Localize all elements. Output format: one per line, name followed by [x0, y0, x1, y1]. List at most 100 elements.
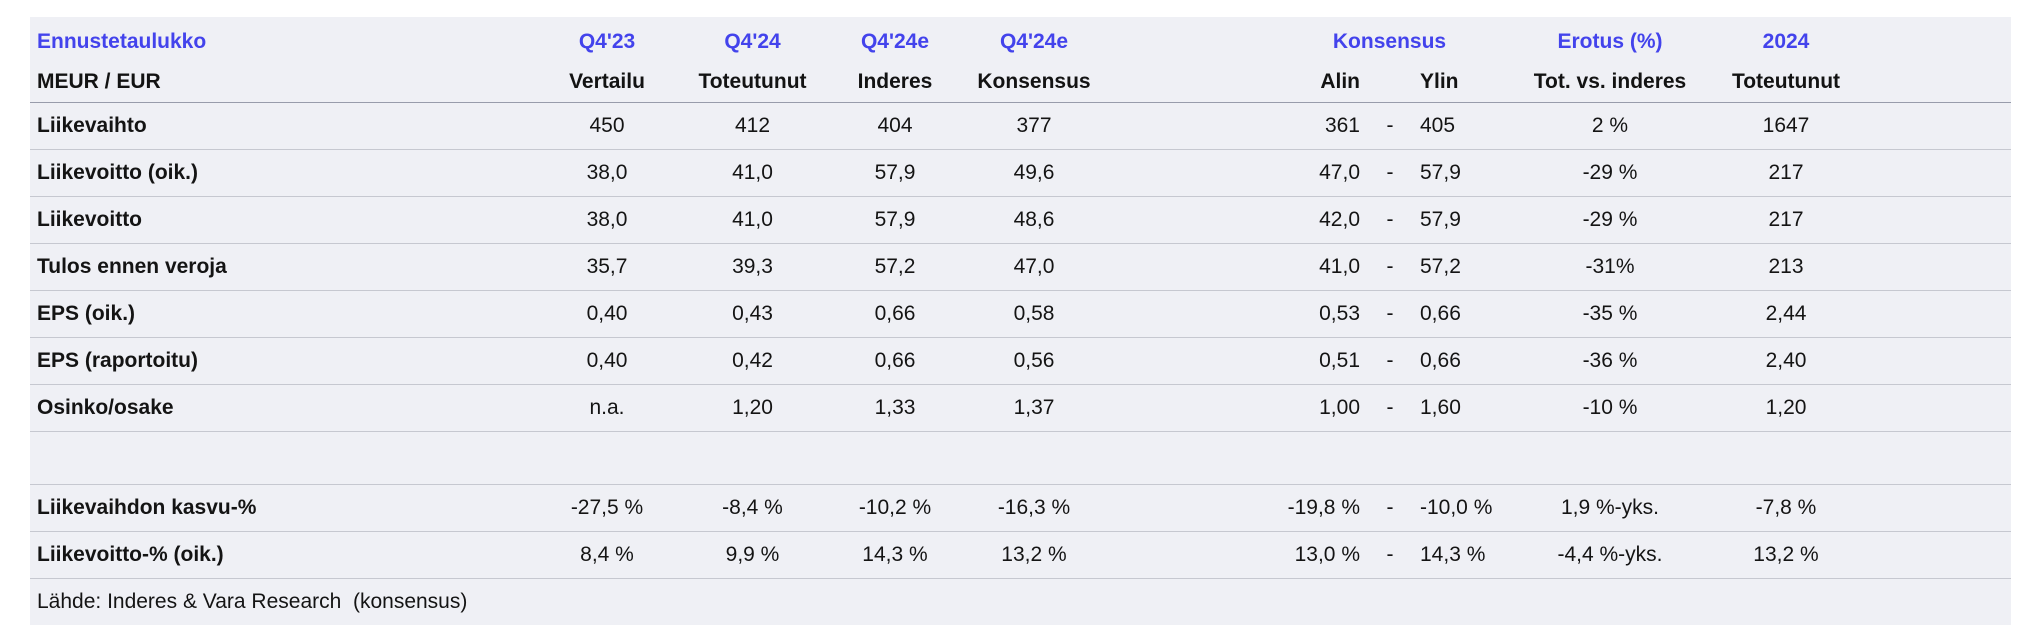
row-label: Liikevoitto: [37, 208, 143, 231]
cell-range-separator: -: [1386, 543, 1394, 566]
table-row: Liikevaihdon kasvu-% -27,5 % -8,4 % -10,…: [30, 485, 2011, 532]
table-row: Liikevoitto (oik.) 38,0 41,0 57,9 49,6 4…: [30, 150, 2011, 197]
cell-range-separator: -: [1386, 161, 1394, 184]
col-subheader-vertailu: Vertailu: [569, 69, 645, 93]
cell-fy2024: 1647: [1762, 114, 1810, 137]
cell-konsensus-alin: 361: [1324, 114, 1360, 137]
col-header-inderes-period: Q4'24e: [860, 30, 930, 53]
table-unit-label: MEUR / EUR: [37, 69, 161, 93]
cell-vertailu: 38,0: [586, 161, 628, 184]
forecast-table: Ennustetaulukko Q4'23 Q4'24 Q4'24e Q4'24…: [30, 17, 2011, 625]
col-header-toteutunut-period: Q4'24: [724, 30, 781, 53]
cell-konsensus-alin: 41,0: [1319, 255, 1360, 278]
cell-erotus: -29 %: [1582, 161, 1638, 184]
col-subheader-toteutunut: Toteutunut: [698, 69, 807, 93]
col-header-fy: 2024: [1762, 30, 1810, 53]
cell-toteutunut: 0,42: [732, 349, 773, 372]
cell-konsensus: 47,0: [1013, 255, 1055, 278]
cell-konsensus: 48,6: [1013, 208, 1055, 231]
cell-range-separator: -: [1386, 302, 1394, 325]
cell-toteutunut: 41,0: [732, 161, 773, 184]
cell-toteutunut: 412: [734, 114, 771, 137]
cell-vertailu: 38,0: [586, 208, 628, 231]
cell-range-separator: -: [1386, 114, 1394, 137]
table-row: EPS (raportoitu) 0,40 0,42 0,66 0,56 0,5…: [30, 338, 2011, 385]
table-row: EPS (oik.) 0,40 0,43 0,66 0,58 0,53 - 0,…: [30, 291, 2011, 338]
cell-inderes: 57,9: [874, 161, 916, 184]
cell-inderes: 14,3 %: [862, 543, 928, 566]
cell-konsensus-alin: 0,51: [1319, 349, 1360, 372]
cell-range-separator: -: [1386, 396, 1394, 419]
cell-range-separator: -: [1386, 208, 1394, 231]
cell-konsensus-ylin: 0,66: [1420, 302, 1461, 325]
cell-toteutunut: 0,43: [732, 302, 773, 325]
cell-konsensus-alin: 13,0 %: [1294, 543, 1360, 566]
table-row: Liikevoitto 38,0 41,0 57,9 48,6 42,0 - 5…: [30, 197, 2011, 244]
cell-konsensus-ylin: -10,0 %: [1420, 496, 1493, 519]
col-header-vertailu-period: Q4'23: [578, 30, 636, 53]
cell-konsensus-ylin: 14,3 %: [1420, 543, 1486, 566]
cell-erotus: -31%: [1585, 255, 1635, 278]
row-label: EPS (oik.): [37, 302, 136, 325]
cell-konsensus: 13,2 %: [1001, 543, 1067, 566]
cell-fy2024: 213: [1768, 255, 1804, 278]
cell-konsensus-ylin: 57,2: [1420, 255, 1461, 278]
col-subheader-inderes: Inderes: [857, 69, 933, 93]
col-header-konsensus-period: Q4'24e: [999, 30, 1069, 53]
cell-erotus: -35 %: [1582, 302, 1638, 325]
row-label: Liikevoitto-% (oik.): [37, 543, 224, 566]
cell-range-separator: -: [1386, 349, 1394, 372]
cell-inderes: -10,2 %: [858, 496, 932, 519]
cell-konsensus-ylin: 57,9: [1420, 208, 1461, 231]
cell-toteutunut: 41,0: [732, 208, 773, 231]
cell-erotus: -29 %: [1582, 208, 1638, 231]
cell-konsensus-ylin: 1,60: [1420, 396, 1461, 419]
row-label: Liikevaihdon kasvu-%: [37, 496, 257, 519]
cell-fy2024: 217: [1768, 208, 1804, 231]
table-header-sub: MEUR / EUR Vertailu Toteutunut Inderes K…: [30, 61, 2011, 103]
cell-konsensus-alin: 0,53: [1319, 302, 1360, 325]
table-body: Liikevaihto 450 412 404 377 361 - 405 2 …: [30, 103, 2011, 579]
table-row: [30, 432, 2011, 485]
row-label: EPS (raportoitu): [37, 349, 198, 372]
table-row: Osinko/osake n.a. 1,20 1,33 1,37 1,00 - …: [30, 385, 2011, 432]
cell-inderes: 1,33: [874, 396, 916, 419]
cell-konsensus-ylin: 0,66: [1420, 349, 1461, 372]
cell-inderes: 57,9: [874, 208, 916, 231]
cell-konsensus: 1,37: [1013, 396, 1055, 419]
table-row: Liikevaihto 450 412 404 377 361 - 405 2 …: [30, 103, 2011, 150]
cell-vertailu: 0,40: [586, 302, 628, 325]
cell-inderes: 0,66: [874, 302, 916, 325]
cell-konsensus-alin: 1,00: [1319, 396, 1360, 419]
cell-toteutunut: -8,4 %: [722, 496, 783, 519]
col-subheader-erotus: Tot. vs. inderes: [1533, 69, 1687, 93]
cell-vertailu: 0,40: [586, 349, 628, 372]
cell-vertailu: -27,5 %: [570, 496, 644, 519]
cell-konsensus: 0,56: [1013, 349, 1055, 372]
row-label: Liikevoitto (oik.): [37, 161, 199, 184]
table-row: Liikevoitto-% (oik.) 8,4 % 9,9 % 14,3 % …: [30, 532, 2011, 579]
cell-fy2024: 2,44: [1765, 302, 1807, 325]
cell-konsensus: 49,6: [1013, 161, 1055, 184]
col-subheader-alin: Alin: [1320, 69, 1360, 93]
cell-toteutunut: 1,20: [732, 396, 773, 419]
cell-toteutunut: 9,9 %: [725, 543, 780, 566]
cell-toteutunut: 39,3: [732, 255, 773, 278]
cell-erotus: -36 %: [1582, 349, 1638, 372]
cell-konsensus-alin: 42,0: [1319, 208, 1360, 231]
cell-konsensus-ylin: 57,9: [1420, 161, 1461, 184]
cell-konsensus: -16,3 %: [997, 496, 1071, 519]
table-header-top: Ennustetaulukko Q4'23 Q4'24 Q4'24e Q4'24…: [30, 17, 2011, 61]
cell-fy2024: 2,40: [1765, 349, 1807, 372]
cell-erotus: -4,4 %-yks.: [1557, 543, 1663, 566]
cell-konsensus: 377: [1016, 114, 1052, 137]
col-subheader-ylin: Ylin: [1420, 69, 1459, 93]
col-header-erotus: Erotus (%): [1557, 30, 1663, 53]
cell-fy2024: 1,20: [1765, 396, 1807, 419]
cell-range-separator: -: [1386, 255, 1394, 278]
cell-konsensus-ylin: 405: [1420, 114, 1456, 137]
source-note: Lähde: Inderes & Vara Research (konsensu…: [37, 590, 468, 613]
table-title: Ennustetaulukko: [37, 30, 207, 53]
row-label: Liikevaihto: [37, 114, 147, 137]
cell-range-separator: -: [1386, 496, 1394, 519]
